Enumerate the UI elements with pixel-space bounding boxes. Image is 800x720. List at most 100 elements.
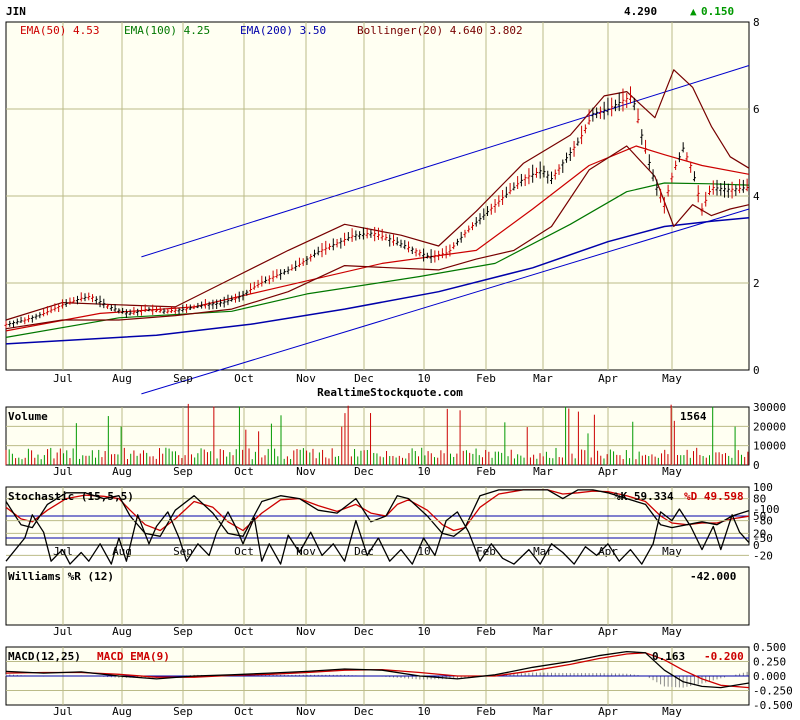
x-tick-label: 10	[417, 545, 430, 558]
x-tick-label: Sep	[173, 625, 193, 638]
williams-plot-area	[5, 566, 750, 626]
x-tick-label: Sep	[173, 465, 193, 478]
x-tick-label: Apr	[598, 465, 618, 478]
watermark: RealtimeStockquote.com	[317, 386, 463, 399]
x-tick-label: Feb	[476, 372, 496, 385]
y-tick-label: -20	[753, 549, 773, 562]
macd-signal-line	[5, 652, 750, 689]
x-tick-label: Apr	[598, 372, 618, 385]
volume-value: 1564	[680, 410, 707, 423]
price-panel: JIN 4.290 ▲ 0.150 EMA(50) 4.53 EMA(100) 4…	[4, 5, 760, 399]
price-y-ticks: 0 2 4 6 8	[753, 16, 760, 377]
y-tick-label: 6	[753, 103, 760, 116]
x-tick-label: May	[662, 705, 682, 718]
ema200-line	[5, 217, 750, 345]
x-tick-label: Oct	[234, 465, 254, 478]
y-tick-label: 80	[753, 493, 766, 506]
y-tick-label: -50	[753, 532, 773, 545]
x-tick-label: Dec	[354, 465, 374, 478]
macd-ema-legend: MACD EMA(9)	[97, 650, 170, 663]
price-grid	[6, 22, 749, 370]
y-tick-label: 4	[753, 190, 760, 203]
williams-x-ticks: Jul Aug Sep Oct Nov Dec 10 Feb Mar Apr May	[53, 625, 682, 638]
x-tick-label: Aug	[112, 372, 132, 385]
y-tick-label: -0.500	[753, 699, 793, 712]
x-tick-label: May	[662, 545, 682, 558]
price-series	[5, 65, 750, 395]
x-tick-label: Nov	[296, 625, 316, 638]
macd-x-ticks: Jul Aug Sep Oct Nov Dec 10 Feb Mar Apr May	[53, 705, 682, 718]
x-tick-label: Apr	[598, 625, 618, 638]
y-tick-label: -100	[753, 503, 780, 516]
price-legend-entry: EMA(50) 4.53	[20, 24, 99, 37]
x-tick-label: Aug	[112, 625, 132, 638]
x-tick-label: Oct	[234, 625, 254, 638]
stochastic-panel: Stochastic (15,5,5) %K 59.334 %D 49.598 0…	[5, 481, 773, 558]
y-tick-label: 0	[753, 364, 760, 377]
x-tick-label: Oct	[234, 545, 254, 558]
williams-panel: Williams %R (12) -42.000 -20 -50 -80-100 J…	[5, 503, 780, 638]
williams-y-ticks: -20 -50 -80-100	[753, 503, 780, 562]
macd-line	[5, 650, 750, 689]
x-tick-label: Dec	[354, 545, 374, 558]
macd-signal-value: -0.200	[704, 650, 744, 663]
x-tick-label: Sep	[173, 372, 193, 385]
ticker-label: JIN	[6, 5, 26, 18]
x-tick-label: Dec	[354, 625, 374, 638]
volume-panel: Volume 1564 0 10000 20000 30000 Jul Aug Sep Oc…	[5, 401, 786, 478]
macd-value: 0.163	[652, 650, 685, 663]
bollinger-upper-line	[5, 69, 750, 321]
y-tick-label: 50	[753, 510, 766, 523]
y-tick-label: 8	[753, 16, 760, 29]
macd-y-ticks: -0.500-0.250 0.0000.250 0.500	[753, 641, 793, 712]
y-tick-label: 2	[753, 277, 760, 290]
x-tick-label: Sep	[173, 705, 193, 718]
x-tick-label: Feb	[476, 625, 496, 638]
volume-title: Volume	[8, 410, 48, 423]
x-tick-label: 10	[417, 465, 430, 478]
y-tick-label: 0.000	[753, 670, 786, 683]
x-tick-label: Jul	[53, 625, 73, 638]
price-candles	[4, 86, 749, 329]
x-tick-label: Mar	[533, 705, 553, 718]
x-tick-label: Mar	[533, 545, 553, 558]
x-tick-label: Oct	[234, 705, 254, 718]
x-tick-label: May	[662, 465, 682, 478]
x-tick-label: Nov	[296, 465, 316, 478]
price-legend-entry: EMA(100) 4.25	[124, 24, 210, 37]
volume-plot-area	[5, 406, 750, 466]
y-tick-label: 0	[753, 539, 760, 552]
x-tick-label: 10	[417, 372, 430, 385]
price-legend: EMA(50) 4.53 EMA(100) 4.25 EMA(200) 3.50 Bo…	[20, 24, 523, 37]
stochastic-title: Stochastic (15,5,5)	[8, 490, 134, 503]
x-tick-label: Jul	[53, 372, 73, 385]
stochastic-legend-entry: %K 59.334	[614, 490, 674, 503]
x-tick-label: Dec	[354, 372, 374, 385]
x-tick-label: 10	[417, 705, 430, 718]
stochastic-x-ticks: Jul Aug Sep Oct Nov Dec 10 Feb Mar Apr May	[53, 545, 682, 558]
williams-r-line	[5, 508, 750, 565]
williams-title: Williams %R (12)	[8, 570, 114, 583]
x-tick-label: Aug	[112, 545, 132, 558]
y-tick-label: 100	[753, 481, 773, 494]
stochastic-series	[5, 489, 750, 537]
y-tick-label: 0.500	[753, 641, 786, 654]
volume-x-ticks: Jul Aug Sep Oct Nov Dec 10 Feb Mar Apr May	[53, 465, 682, 478]
y-tick-label: 0	[753, 459, 760, 472]
x-tick-label: Feb	[476, 705, 496, 718]
x-tick-label: Feb	[476, 465, 496, 478]
volume-bars	[5, 403, 749, 465]
x-tick-label: Jul	[53, 705, 73, 718]
stochastic-k-line	[5, 489, 750, 537]
x-tick-label: Dec	[354, 705, 374, 718]
y-tick-label: -0.250	[753, 685, 793, 698]
x-tick-label: Apr	[598, 705, 618, 718]
stochastic-legend: %K 59.334 %D 49.598	[614, 490, 744, 503]
last-price: 4.290	[624, 5, 657, 18]
y-tick-label: 20000	[753, 420, 786, 433]
volume-grid	[6, 407, 749, 465]
x-tick-label: Aug	[112, 465, 132, 478]
price-x-ticks: Jul Aug Sep Oct Nov Dec 10 Feb Mar Apr May	[53, 372, 682, 385]
channel-lower-line	[141, 208, 750, 395]
